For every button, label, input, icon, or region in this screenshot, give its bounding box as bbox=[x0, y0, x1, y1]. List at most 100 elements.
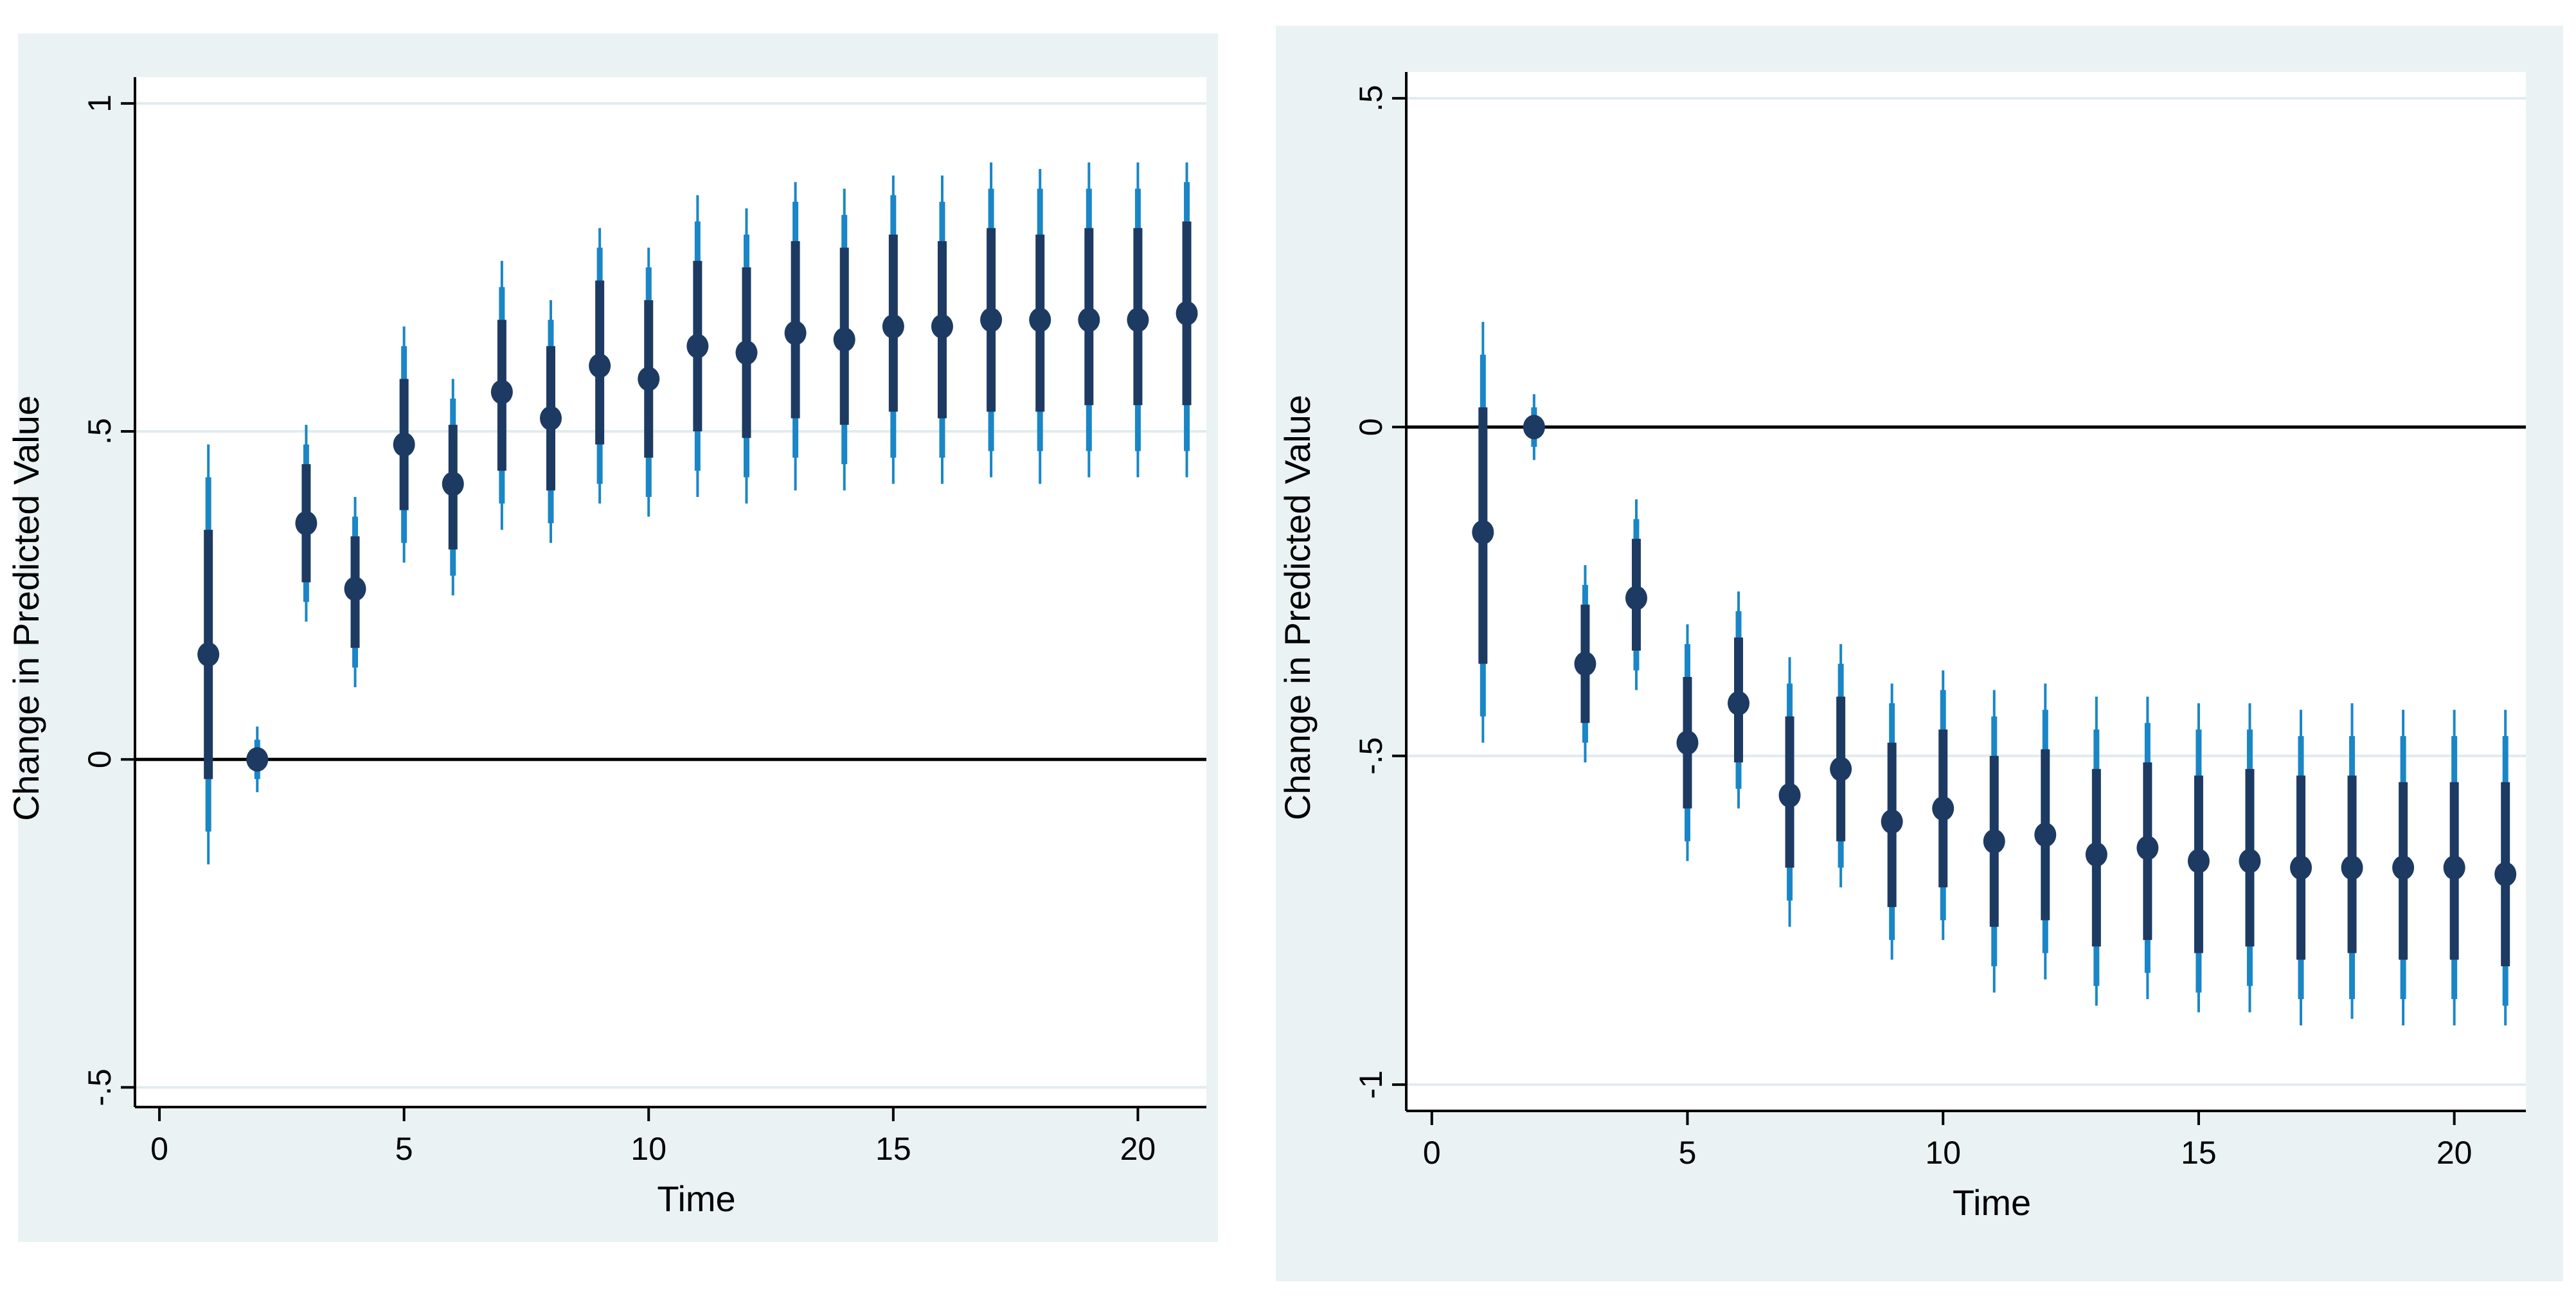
estimate-16 bbox=[931, 176, 953, 484]
point-estimate bbox=[1983, 829, 2005, 854]
point-estimate bbox=[2136, 835, 2159, 860]
estimate-6 bbox=[442, 379, 464, 596]
y-tick-label: 1 bbox=[82, 95, 118, 113]
point-estimate bbox=[833, 327, 855, 352]
y-axis-title: Change in Predicted Value bbox=[6, 395, 46, 821]
y-axis-title: Change in Predicted Value bbox=[1277, 395, 1318, 820]
estimate-3 bbox=[295, 424, 318, 622]
x-tick-label: 5 bbox=[395, 1131, 413, 1167]
estimate-11 bbox=[1983, 690, 2005, 993]
estimate-10 bbox=[638, 248, 660, 517]
point-estimate bbox=[1029, 307, 1051, 332]
point-estimate bbox=[295, 510, 318, 536]
y-tick-label: -.5 bbox=[82, 1068, 118, 1106]
y-tick-label: -.5 bbox=[1353, 737, 1389, 775]
point-estimate bbox=[882, 314, 904, 339]
x-axis-title: Time bbox=[1953, 1182, 2031, 1223]
point-estimate bbox=[2085, 842, 2107, 867]
x-tick-label: 20 bbox=[2437, 1135, 2473, 1171]
estimate-7 bbox=[1778, 657, 1801, 927]
estimate-12 bbox=[735, 208, 758, 504]
estimate-13 bbox=[784, 182, 807, 491]
estimate-3 bbox=[1574, 565, 1597, 762]
x-tick-label: 10 bbox=[1925, 1135, 1961, 1171]
point-estimate bbox=[2392, 855, 2415, 880]
estimate-5 bbox=[1676, 624, 1699, 861]
point-estimate bbox=[246, 747, 269, 772]
point-estimate bbox=[1472, 519, 1494, 545]
estimate-2 bbox=[246, 726, 269, 793]
plot-area bbox=[1406, 72, 2526, 1111]
point-estimate bbox=[2187, 849, 2210, 874]
point-estimate bbox=[980, 307, 1003, 332]
point-estimate bbox=[2290, 855, 2312, 880]
point-estimate bbox=[1778, 783, 1801, 808]
x-tick-label: 10 bbox=[631, 1131, 666, 1167]
x-tick-label: 20 bbox=[1120, 1131, 1156, 1167]
estimate-9 bbox=[589, 228, 611, 504]
x-tick-label: 15 bbox=[875, 1131, 911, 1167]
point-estimate bbox=[589, 353, 611, 378]
point-estimate bbox=[686, 334, 709, 359]
point-estimate bbox=[490, 379, 513, 404]
point-estimate bbox=[1523, 415, 1545, 440]
point-estimate bbox=[2034, 822, 2057, 847]
plot-area bbox=[135, 77, 1206, 1107]
estimate-10 bbox=[1932, 670, 1954, 941]
point-estimate bbox=[1625, 586, 1647, 611]
point-estimate bbox=[344, 576, 366, 601]
estimate-15 bbox=[882, 176, 904, 484]
point-estimate bbox=[393, 432, 415, 457]
point-estimate bbox=[784, 320, 807, 345]
x-tick-label: 0 bbox=[150, 1131, 168, 1167]
estimate-17 bbox=[980, 162, 1003, 478]
estimate-6 bbox=[1728, 591, 1750, 809]
estimate-13 bbox=[2085, 696, 2107, 1006]
estimate-14 bbox=[833, 188, 855, 491]
estimate-20 bbox=[1127, 162, 1149, 478]
estimate-21 bbox=[1176, 162, 1198, 478]
y-tick-label: 0 bbox=[1353, 418, 1389, 436]
estimate-7 bbox=[490, 260, 513, 530]
point-estimate bbox=[442, 471, 464, 496]
y-tick-label: 0 bbox=[82, 750, 118, 768]
y-tick-label: .5 bbox=[1353, 85, 1389, 112]
point-estimate bbox=[735, 340, 758, 365]
estimate-14 bbox=[2136, 696, 2159, 1000]
estimate-16 bbox=[2239, 703, 2261, 1013]
estimate-15 bbox=[2187, 703, 2210, 1013]
estimate-21 bbox=[2494, 710, 2517, 1026]
chart-panel-2: -1 -.5 0 .5 0 5 10 15 20 Time Change in Predicted … bbox=[1276, 26, 2563, 1281]
point-estimate bbox=[2494, 861, 2517, 887]
estimate-4 bbox=[344, 497, 366, 687]
point-estimate bbox=[1574, 651, 1597, 676]
point-estimate bbox=[540, 406, 562, 431]
point-estimate bbox=[638, 366, 660, 392]
point-estimate bbox=[1932, 796, 1954, 821]
estimate-9 bbox=[1881, 683, 1903, 960]
point-estimate bbox=[197, 642, 220, 667]
point-estimate bbox=[1676, 730, 1699, 755]
x-axis-title: Time bbox=[657, 1178, 735, 1219]
estimate-17 bbox=[2290, 710, 2312, 1026]
estimate-11 bbox=[686, 195, 709, 498]
y-tick-label: -1 bbox=[1353, 1070, 1389, 1099]
estimate-18 bbox=[2341, 703, 2363, 1019]
point-estimate bbox=[2443, 855, 2465, 880]
point-estimate bbox=[2239, 849, 2261, 874]
estimate-18 bbox=[1029, 168, 1051, 484]
point-estimate bbox=[1078, 307, 1100, 332]
estimate-20 bbox=[2443, 710, 2465, 1026]
x-tick-label: 15 bbox=[2181, 1135, 2217, 1171]
estimate-5 bbox=[393, 326, 415, 563]
estimate-19 bbox=[1078, 162, 1100, 478]
estimate-4 bbox=[1625, 499, 1647, 690]
y-tick-label: .5 bbox=[82, 418, 118, 445]
point-estimate bbox=[1830, 757, 1852, 782]
estimate-2 bbox=[1523, 394, 1545, 460]
estimate-8 bbox=[1830, 644, 1852, 888]
point-estimate bbox=[1728, 690, 1750, 716]
estimate-12 bbox=[2034, 683, 2057, 980]
